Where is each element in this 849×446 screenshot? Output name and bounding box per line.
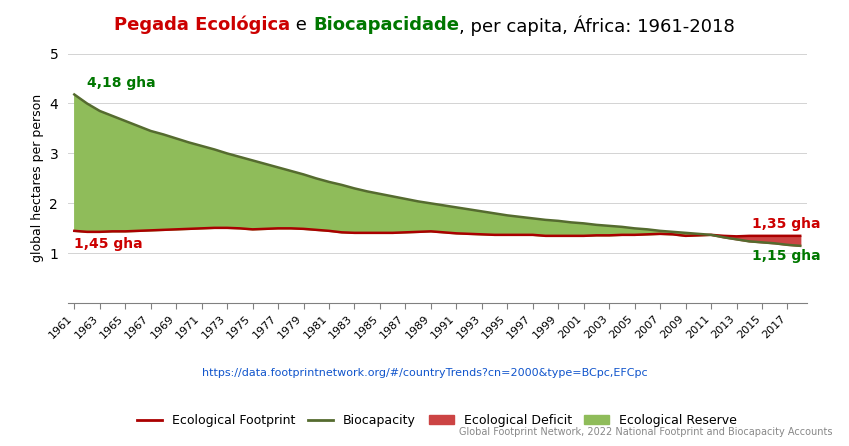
Text: 1,35 gha: 1,35 gha [751,217,820,231]
Text: 4,18 gha: 4,18 gha [87,76,155,91]
Text: , per capita, África: 1961-2018: , per capita, África: 1961-2018 [459,16,734,36]
Text: 1,15 gha: 1,15 gha [751,249,820,263]
Text: Global Footprint Network, 2022 National Footprint and Biocapacity Accounts: Global Footprint Network, 2022 National … [458,427,832,437]
Text: e: e [290,16,313,33]
Legend: Ecological Footprint, Biocapacity, Ecological Deficit, Ecological Reserve: Ecological Footprint, Biocapacity, Ecolo… [132,409,742,432]
Text: Biocapacidade: Biocapacidade [313,16,459,33]
Y-axis label: global hectares per person: global hectares per person [31,95,44,262]
Text: Pegada Ecológica: Pegada Ecológica [115,16,290,34]
Text: 1,45 gha: 1,45 gha [74,237,143,252]
Text: https://data.footprintnetwork.org/#/countryTrends?cn=2000&type=BCpc,EFCpc: https://data.footprintnetwork.org/#/coun… [202,368,647,378]
